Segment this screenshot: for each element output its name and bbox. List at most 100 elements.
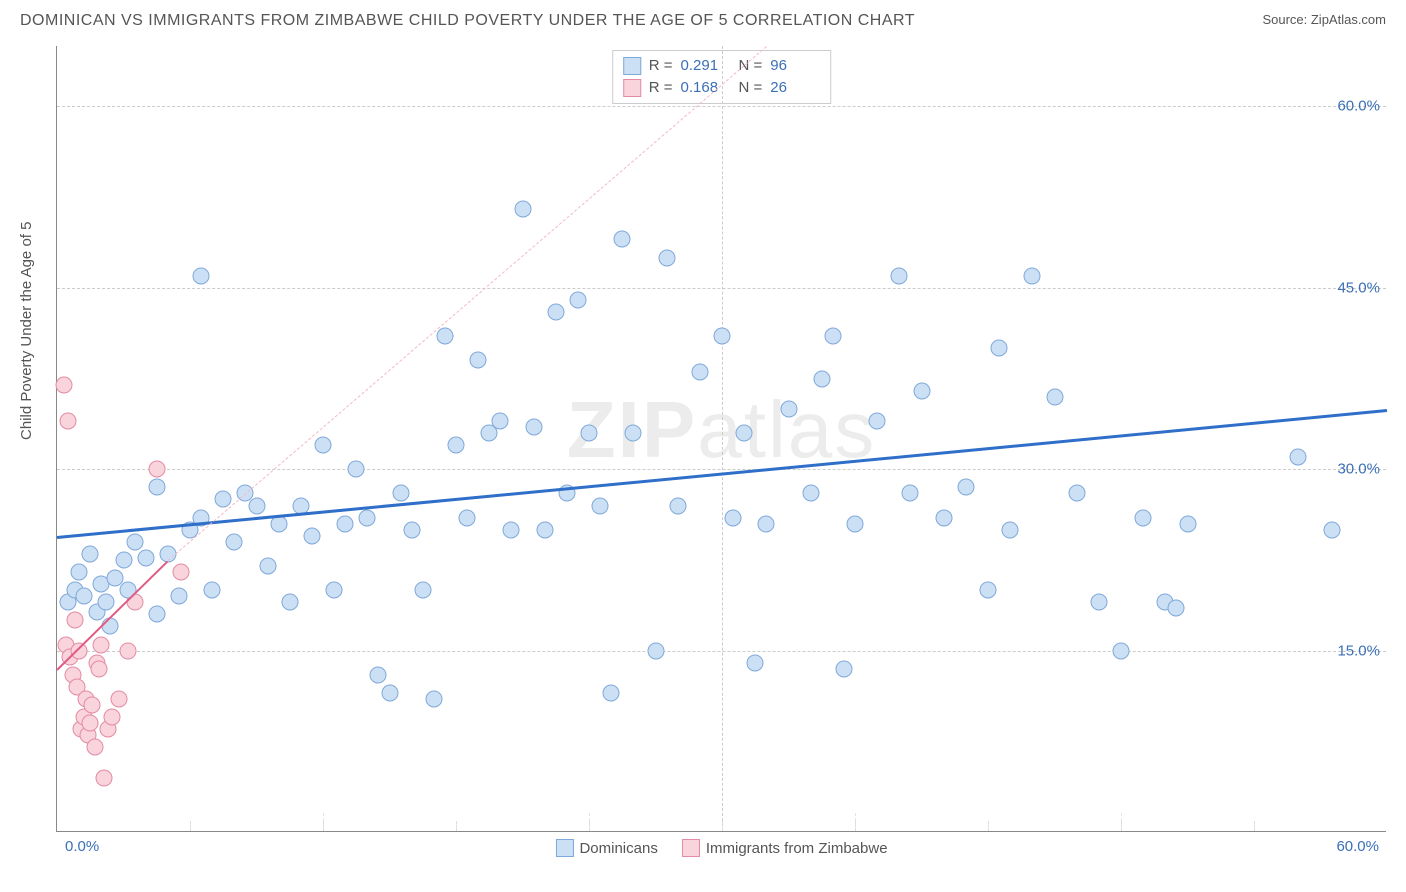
- scatter-point-dominicans: [392, 485, 409, 502]
- scatter-point-dominicans: [536, 521, 553, 538]
- scatter-point-dominicans: [71, 564, 88, 581]
- y-tick-label: 15.0%: [1337, 642, 1380, 659]
- scatter-point-dominicans: [658, 249, 675, 266]
- scatter-point-dominicans: [1090, 594, 1107, 611]
- y-tick-label: 60.0%: [1337, 98, 1380, 115]
- stat-r-val-zimbabwe: 0.168: [681, 77, 731, 99]
- stat-n-val-zimbabwe: 26: [770, 77, 820, 99]
- scatter-point-dominicans: [303, 527, 320, 544]
- scatter-point-zimbabwe: [86, 739, 103, 756]
- scatter-point-zimbabwe: [84, 697, 101, 714]
- scatter-point-zimbabwe: [93, 636, 110, 653]
- legend-swatch-dominicans: [555, 839, 573, 857]
- scatter-point-dominicans: [326, 582, 343, 599]
- scatter-point-dominicans: [315, 437, 332, 454]
- y-tick-label: 30.0%: [1337, 461, 1380, 478]
- scatter-point-dominicans: [97, 594, 114, 611]
- scatter-point-dominicans: [492, 412, 509, 429]
- scatter-point-dominicans: [614, 231, 631, 248]
- scatter-point-dominicans: [547, 304, 564, 321]
- x-minor-tick: [323, 821, 324, 831]
- scatter-point-dominicans: [980, 582, 997, 599]
- stat-r-label: R =: [649, 55, 673, 77]
- scatter-point-dominicans: [436, 328, 453, 345]
- scatter-point-dominicans: [259, 557, 276, 574]
- scatter-point-dominicans: [758, 515, 775, 532]
- scatter-point-dominicans: [913, 382, 930, 399]
- scatter-point-dominicans: [592, 497, 609, 514]
- scatter-point-dominicans: [869, 412, 886, 429]
- x-minor-tick: [855, 821, 856, 831]
- source-attribution: Source: ZipAtlas.com: [1262, 12, 1386, 27]
- scatter-point-dominicans: [1135, 509, 1152, 526]
- scatter-point-dominicans: [359, 509, 376, 526]
- scatter-point-dominicans: [370, 666, 387, 683]
- scatter-point-dominicans: [1024, 267, 1041, 284]
- scatter-point-dominicans: [603, 684, 620, 701]
- y-tick-label: 45.0%: [1337, 279, 1380, 296]
- scatter-point-dominicans: [348, 461, 365, 478]
- scatter-point-zimbabwe: [148, 461, 165, 478]
- scatter-point-dominicans: [82, 545, 99, 562]
- scatter-point-dominicans: [1168, 600, 1185, 617]
- scatter-point-dominicans: [1290, 449, 1307, 466]
- scatter-point-dominicans: [403, 521, 420, 538]
- scatter-point-dominicans: [525, 418, 542, 435]
- scatter-point-dominicans: [691, 364, 708, 381]
- scatter-point-dominicans: [425, 690, 442, 707]
- scatter-point-dominicans: [381, 684, 398, 701]
- scatter-point-dominicans: [148, 606, 165, 623]
- scatter-point-dominicans: [647, 642, 664, 659]
- scatter-point-dominicans: [1113, 642, 1130, 659]
- scatter-point-dominicans: [813, 370, 830, 387]
- x-tick-label: 0.0%: [65, 838, 99, 855]
- scatter-point-dominicans: [780, 400, 797, 417]
- swatch-dominicans: [623, 57, 641, 75]
- scatter-point-dominicans: [1002, 521, 1019, 538]
- stat-n-val-dominicans: 96: [770, 55, 820, 77]
- scatter-point-dominicans: [935, 509, 952, 526]
- scatter-point-zimbabwe: [60, 412, 77, 429]
- scatter-point-zimbabwe: [82, 715, 99, 732]
- scatter-point-dominicans: [991, 340, 1008, 357]
- scatter-point-dominicans: [170, 588, 187, 605]
- scatter-point-dominicans: [281, 594, 298, 611]
- legend-label-dominicans: Dominicans: [579, 840, 657, 857]
- x-minor-tick: [190, 821, 191, 831]
- scatter-point-dominicans: [1323, 521, 1340, 538]
- stat-r-label-2: R =: [649, 77, 673, 99]
- scatter-point-dominicans: [137, 549, 154, 566]
- scatter-point-dominicans: [193, 267, 210, 284]
- scatter-point-zimbabwe: [173, 564, 190, 581]
- scatter-point-dominicans: [470, 352, 487, 369]
- scatter-point-dominicans: [569, 291, 586, 308]
- scatter-point-dominicans: [448, 437, 465, 454]
- scatter-point-dominicans: [204, 582, 221, 599]
- scatter-point-dominicans: [824, 328, 841, 345]
- bottom-legend: Dominicans Immigrants from Zimbabwe: [555, 839, 887, 857]
- swatch-zimbabwe: [623, 79, 641, 97]
- scatter-point-dominicans: [248, 497, 265, 514]
- scatter-point-zimbabwe: [66, 612, 83, 629]
- scatter-point-dominicans: [725, 509, 742, 526]
- scatter-point-dominicans: [847, 515, 864, 532]
- scatter-point-dominicans: [802, 485, 819, 502]
- scatter-point-dominicans: [75, 588, 92, 605]
- scatter-point-dominicans: [119, 582, 136, 599]
- scatter-point-dominicans: [126, 533, 143, 550]
- scatter-point-dominicans: [337, 515, 354, 532]
- scatter-point-dominicans: [957, 479, 974, 496]
- scatter-point-dominicans: [215, 491, 232, 508]
- x-minor-tick: [456, 821, 457, 831]
- y-axis-title: Child Poverty Under the Age of 5: [18, 222, 35, 440]
- scatter-point-dominicans: [581, 424, 598, 441]
- scatter-point-dominicans: [414, 582, 431, 599]
- chart-title: DOMINICAN VS IMMIGRANTS FROM ZIMBABWE CH…: [20, 12, 915, 30]
- gridline-v: [722, 46, 723, 831]
- scatter-point-dominicans: [148, 479, 165, 496]
- scatter-point-dominicans: [736, 424, 753, 441]
- x-tick-label: 60.0%: [1336, 838, 1379, 855]
- scatter-point-dominicans: [1068, 485, 1085, 502]
- scatter-point-dominicans: [714, 328, 731, 345]
- scatter-point-dominicans: [625, 424, 642, 441]
